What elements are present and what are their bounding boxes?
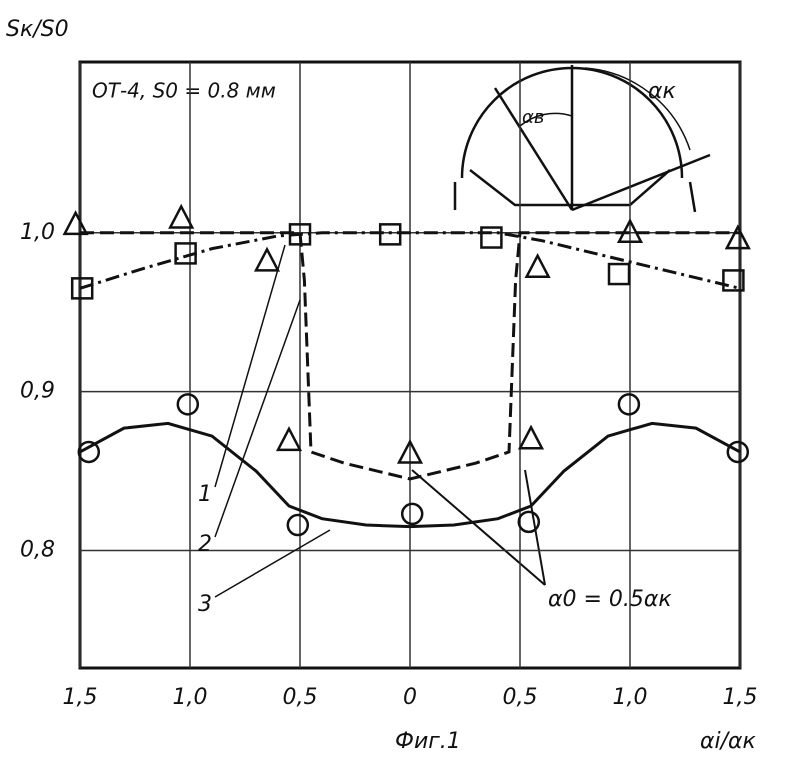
data-point <box>527 256 549 277</box>
inset-text: ОТ-4, S0 = 0.8 мм <box>92 79 276 103</box>
y-tick-label: 0,8 <box>20 537 55 562</box>
x-tick-label: 0,5 <box>503 685 538 710</box>
data-point <box>380 224 400 244</box>
curve-label: 3 <box>198 592 212 617</box>
x-tick-label: 0 <box>403 685 417 710</box>
y-tick-label: 1,0 <box>20 220 55 245</box>
data-point <box>609 264 629 284</box>
data-point <box>65 213 87 234</box>
annotation: α0 = 0.5αк <box>548 587 672 612</box>
data-point <box>288 515 308 535</box>
data-point <box>278 429 300 450</box>
annotation-leaders <box>412 470 545 585</box>
y-axis-label: Sк/S0 <box>6 17 69 42</box>
data-point <box>520 427 542 448</box>
data-point <box>256 249 278 270</box>
data-point <box>519 512 539 532</box>
caption: Фиг.1 <box>395 729 461 754</box>
x-tick-label: 1,5 <box>723 685 758 710</box>
chart: Sк/S0 αi/αк Фиг.1 ОТ-4, S0 = 0.8 мм α0 =… <box>0 0 800 768</box>
diagram-label: αв <box>522 107 544 128</box>
label-leader <box>215 245 285 487</box>
data-point <box>178 394 198 414</box>
x-tick-label: 1,5 <box>63 685 98 710</box>
data-point <box>727 227 749 248</box>
curve-label: 1 <box>198 482 212 507</box>
y-tick-label: 0,9 <box>20 379 55 404</box>
data-point <box>619 394 639 414</box>
curve-label: 2 <box>198 532 212 557</box>
data-point <box>170 206 192 227</box>
x-axis-label: αi/αк <box>700 729 757 754</box>
x-tick-label: 0,5 <box>283 685 318 710</box>
label-leader <box>215 530 330 597</box>
x-tick-label: 1,0 <box>173 685 208 710</box>
diagram-label: αк <box>648 79 677 104</box>
data-point <box>481 228 501 248</box>
data-point <box>402 504 422 524</box>
x-tick-label: 1,0 <box>613 685 648 710</box>
label-leader <box>215 300 300 537</box>
